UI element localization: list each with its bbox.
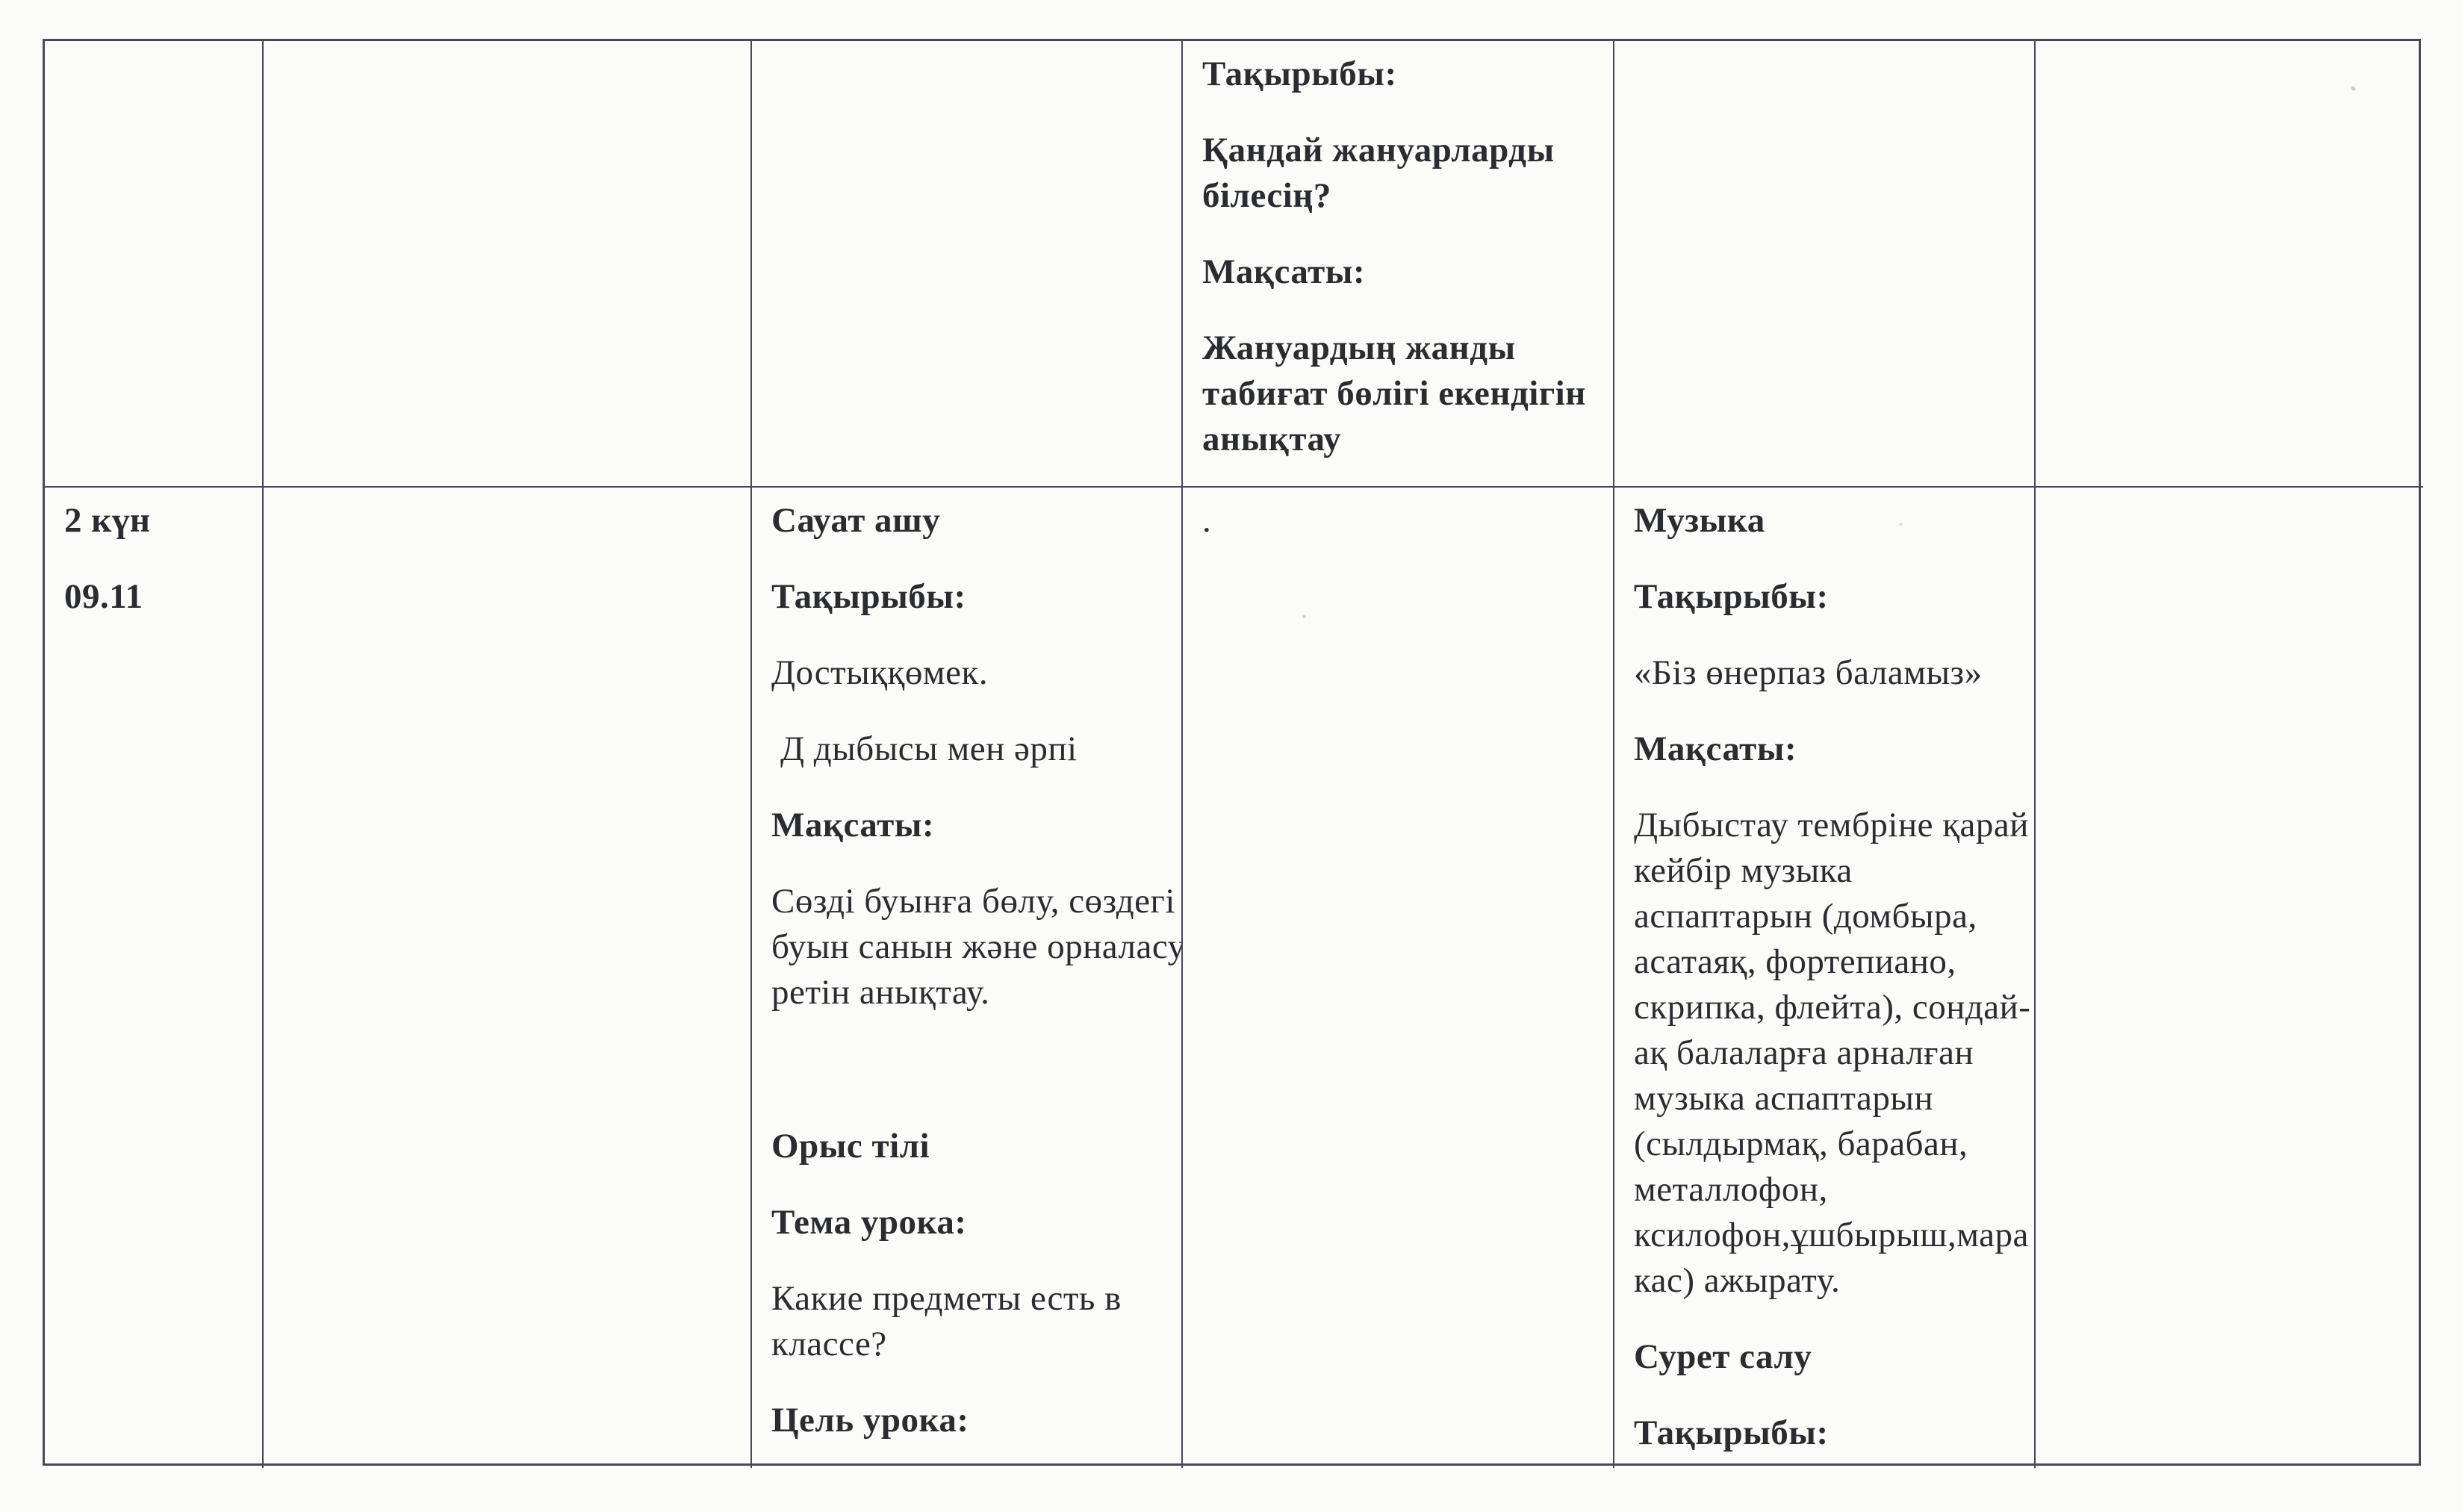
text-line: ксилофон,ұшбырыш,мара: [1634, 1216, 2029, 1254]
table-cell-r1c3: [752, 41, 1183, 488]
text-line: Тақырыбы:: [1202, 55, 1397, 93]
text-line: Какие предметы есть в: [771, 1279, 1122, 1318]
text-line: Тақырыбы:: [1634, 577, 1829, 616]
text-line: Жануардың жанды: [1202, 329, 1516, 367]
text-line: Музыка: [1634, 501, 1765, 540]
text-line: Тақырыбы:: [1634, 1413, 1829, 1452]
table-cell-r1c4: Тақырыбы: Қандай жануарларды білесің? Ма…: [1183, 41, 1614, 488]
text-line: кас) ажырату.: [1634, 1261, 1841, 1300]
table-cell-r2c4: .: [1183, 488, 1614, 1468]
table-cell-r2c1: 2 күн 09.11: [45, 488, 264, 1468]
text-line: Сауат ашу: [771, 501, 941, 540]
text-line: Д дыбысы мен әрпі: [780, 729, 1078, 768]
text-line: ақ балаларға арналған: [1634, 1033, 1974, 1072]
text-line: Сурет салу: [1634, 1337, 1812, 1376]
text-line: кейбір музыка: [1634, 851, 1853, 890]
text-line: .: [1202, 501, 1212, 540]
text-line: скрипка, флейта), сондай-: [1634, 988, 2031, 1027]
table-cell-r2c5: Музыка Тақырыбы: «Біз өнерпаз баламыз» М…: [1614, 488, 2036, 1468]
scan-speck: [1899, 523, 1903, 526]
table-cell-r1c1: [45, 41, 264, 488]
text-line: буын санын және орналасу: [771, 927, 1183, 966]
text-line: Сөзді буынға бөлу, сөздегі: [771, 882, 1175, 921]
text-line: асатаяқ, фортепиано,: [1634, 942, 1956, 981]
text-line: ретін анықтау.: [771, 973, 990, 1012]
text-line: классе?: [771, 1325, 887, 1363]
text-line: Достыққөмек.: [771, 653, 989, 692]
text-line: табиғат бөлігі екендігін: [1202, 374, 1586, 413]
table-cell-r2c2: [264, 488, 752, 1468]
text-line: Мақсаты:: [771, 806, 935, 844]
text-line: білесің?: [1202, 176, 1331, 215]
text-line: (сылдырмақ, барабан,: [1634, 1124, 1968, 1163]
text-line: «Біз өнерпаз баламыз»: [1634, 653, 1983, 692]
text-line: 09.11: [64, 577, 143, 616]
table-cell-r1c6: [2036, 41, 2423, 488]
lesson-plan-table: Тақырыбы: Қандай жануарларды білесің? Ма…: [43, 39, 2423, 1468]
table-cell-r2c3: Сауат ашу Тақырыбы: Достыққөмек. Д дыбыс…: [752, 488, 1183, 1468]
table-cell-r1c5: [1614, 41, 2036, 488]
table-cell-r1c2: [264, 41, 752, 488]
text-line: Тема урока:: [771, 1203, 967, 1242]
text-line: 2 күн: [64, 501, 151, 540]
text-line: Тақырыбы:: [771, 577, 966, 616]
text-line: Дыбыстау тембріне қарай: [1634, 806, 2029, 844]
text-line: Мақсаты:: [1202, 252, 1366, 291]
text-line: Қандай жануарларды: [1202, 131, 1555, 169]
text-line: музыка аспаптарын: [1634, 1079, 1934, 1118]
text-line: аспаптарын (домбыра,: [1634, 897, 1977, 936]
text-line: Цель урока:: [771, 1401, 969, 1440]
text-line: металлофон,: [1634, 1170, 1828, 1209]
text-line: Орыс тілі: [771, 1127, 930, 1166]
text-line: анықтау: [1202, 420, 1342, 458]
scan-speck: [1302, 615, 1306, 618]
table-cell-r2c6: [2036, 488, 2423, 1468]
text-line: Мақсаты:: [1634, 729, 1797, 768]
